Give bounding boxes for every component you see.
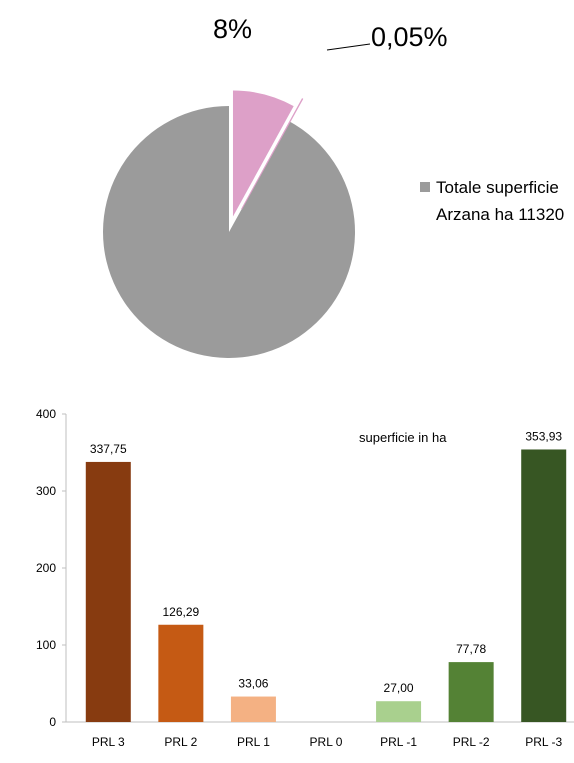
x-tick-label: PRL -2 bbox=[453, 735, 490, 749]
x-tick-label: PRL 2 bbox=[164, 735, 197, 749]
x-tick-label: PRL 3 bbox=[92, 735, 125, 749]
bar-value-label: 27,00 bbox=[384, 681, 414, 695]
y-tick-label: 300 bbox=[36, 484, 56, 498]
legend-label-line1: Totale superficie bbox=[436, 178, 559, 197]
y-tick-label: 200 bbox=[36, 561, 56, 575]
bar-prl-2 bbox=[448, 662, 494, 722]
bar-prl-1 bbox=[376, 701, 422, 722]
bar-value-label: 77,78 bbox=[456, 642, 486, 656]
bar-chart: 0 100 200 300 400 337,75 PRL 3 126,29 PRL 2 33,06… bbox=[36, 407, 574, 749]
bar-prl1 bbox=[230, 696, 276, 722]
y-tick-label: 100 bbox=[36, 638, 56, 652]
bar-prl3 bbox=[85, 461, 131, 722]
bar-value-label: 126,29 bbox=[163, 605, 200, 619]
x-tick-label: PRL -1 bbox=[380, 735, 417, 749]
pie-slice-1 bbox=[232, 90, 294, 217]
pie-slice-0 bbox=[103, 106, 355, 359]
bar-value-label: 337,75 bbox=[90, 442, 127, 456]
bar-prl-3 bbox=[521, 449, 567, 722]
y-tick-label: 0 bbox=[49, 715, 56, 729]
x-tick-label: PRL 0 bbox=[310, 735, 343, 749]
x-tick-label: PRL 1 bbox=[237, 735, 270, 749]
bar-prl2 bbox=[158, 624, 204, 722]
bar-value-label: 353,93 bbox=[525, 429, 562, 443]
x-tick-label: PRL -3 bbox=[525, 735, 562, 749]
bar-value-label: 33,06 bbox=[238, 677, 268, 691]
pie-data-label-005pct: 0,05% bbox=[371, 22, 448, 52]
pie-slice-2 bbox=[241, 98, 304, 210]
legend-swatch bbox=[420, 182, 430, 192]
pie-leader-line bbox=[326, 43, 371, 51]
pie-data-label-8pct: 8% bbox=[213, 14, 252, 44]
y-tick-label: 400 bbox=[36, 407, 56, 421]
pie-chart bbox=[103, 90, 355, 359]
legend-label-line2: Arzana ha 11320 bbox=[436, 205, 564, 224]
bar-annotation: superficie in ha bbox=[359, 430, 447, 445]
